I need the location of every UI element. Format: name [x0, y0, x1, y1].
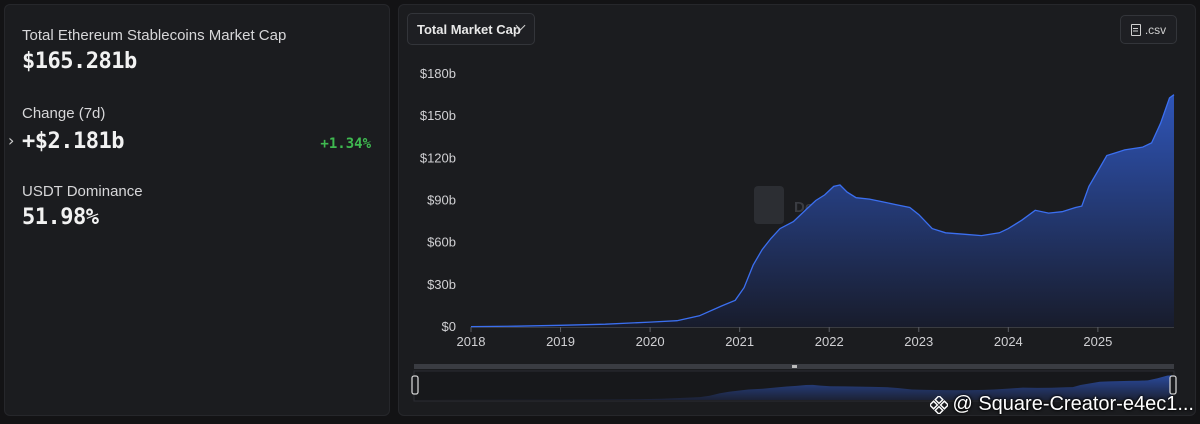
- brush-grip-icon[interactable]: [792, 365, 797, 368]
- y-axis: $0 $30b $60b $90b $120b $150b $180b: [420, 66, 456, 334]
- y-tick-label: $30b: [427, 277, 456, 292]
- dropdown-label: Total Market Cap: [417, 21, 521, 37]
- brush-right-handle[interactable]: [1169, 375, 1177, 395]
- y-tick-label: $60b: [427, 235, 456, 250]
- market-cap-area: [471, 94, 1174, 327]
- creator-credit: @ Square-Creator-e4ec1...: [930, 393, 1194, 416]
- range-brush[interactable]: [411, 364, 1177, 402]
- x-tick-label: 2023: [904, 334, 933, 349]
- market-cap-value: $165.281b: [22, 49, 137, 74]
- change-label: Change (7d): [22, 105, 106, 122]
- x-tick-label: 2025: [1083, 334, 1112, 349]
- dominance-label: USDT Dominance: [22, 183, 143, 200]
- y-tick-label: $0: [442, 319, 456, 334]
- y-tick-label: $90b: [427, 193, 456, 208]
- binance-logo-icon: [930, 395, 949, 414]
- x-tick-label: 2018: [457, 334, 486, 349]
- csv-label: .csv: [1144, 22, 1167, 37]
- brush-mini-area: [416, 375, 1172, 400]
- x-tick-label: 2020: [636, 334, 665, 349]
- dominance-value: 51.98%: [22, 205, 99, 230]
- change-value: +$2.181b: [22, 129, 124, 154]
- x-axis: 2018 2019 2020 2021 2022 2023 2024 2025: [457, 326, 1174, 349]
- y-tick-label: $150b: [420, 108, 456, 123]
- metric-dropdown[interactable]: Total Market Cap: [407, 13, 535, 45]
- y-tick-label: $180b: [420, 66, 456, 81]
- stats-panel: Total Ethereum Stablecoins Market Cap $1…: [4, 4, 390, 416]
- change-percent: +1.34%: [320, 136, 371, 152]
- file-icon: [1130, 23, 1141, 36]
- chart-panel: Total Market Cap .csv $0 $30b $60b $90b $120…: [398, 4, 1196, 416]
- market-cap-line: [470, 94, 1175, 328]
- x-tick-label: 2021: [725, 334, 754, 349]
- credit-text: @ Square-Creator-e4ec1...: [952, 393, 1194, 415]
- brush-left-handle[interactable]: [411, 375, 419, 395]
- download-csv-button[interactable]: .csv: [1120, 15, 1177, 44]
- market-cap-chart: $0$30b$60b$90b$120b$150b$180b 2018 2019 20…: [411, 66, 1177, 402]
- chevron-right-icon[interactable]: ›: [8, 131, 15, 150]
- x-tick-label: 2024: [994, 334, 1023, 349]
- x-tick-label: 2022: [815, 334, 844, 349]
- y-tick-label: $120b: [420, 150, 456, 165]
- market-cap-label: Total Ethereum Stablecoins Market Cap: [22, 27, 287, 44]
- x-tick-label: 2019: [546, 334, 575, 349]
- llama-logo-icon: [754, 186, 784, 224]
